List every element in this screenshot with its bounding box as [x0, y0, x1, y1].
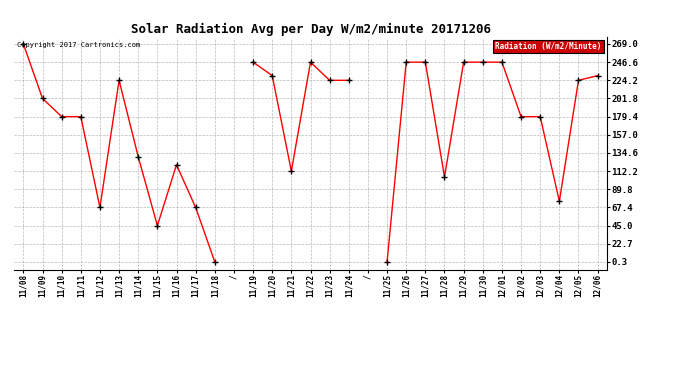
Title: Solar Radiation Avg per Day W/m2/minute 20171206: Solar Radiation Avg per Day W/m2/minute … — [130, 23, 491, 36]
Text: Copyright 2017 Cartronics.com: Copyright 2017 Cartronics.com — [17, 42, 140, 48]
Text: Radiation (W/m2/Minute): Radiation (W/m2/Minute) — [495, 42, 601, 51]
